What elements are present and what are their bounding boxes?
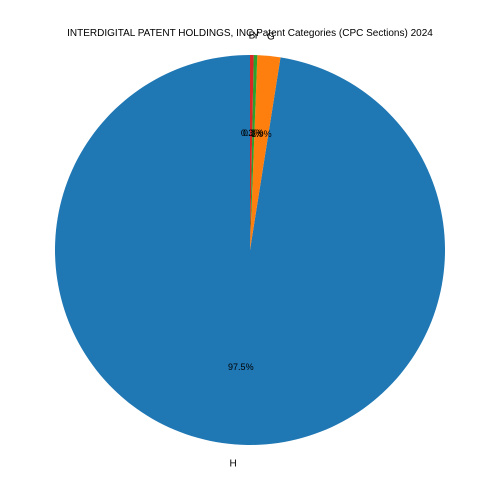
pie-chart xyxy=(50,50,450,450)
slice-pct-B: 0.3% xyxy=(241,128,262,138)
slice-pct-H: 97.5% xyxy=(228,362,254,372)
slice-label-B: B xyxy=(249,30,256,41)
slice-label-H: H xyxy=(230,458,237,469)
slice-label-G: G xyxy=(267,31,275,42)
